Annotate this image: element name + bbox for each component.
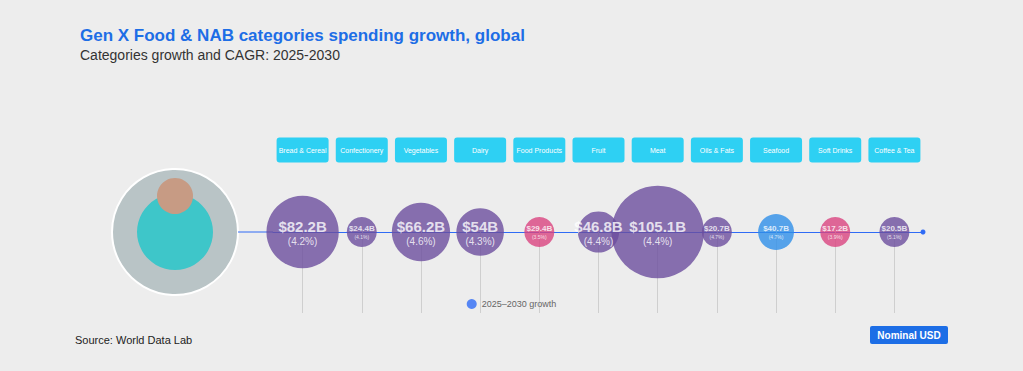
svg-text:(3.5%): (3.5%)	[532, 234, 547, 240]
svg-text:Nominal USD: Nominal USD	[877, 330, 940, 341]
svg-text:(4.4%): (4.4%)	[584, 236, 613, 247]
svg-text:Gen X Food & NAB categories sp: Gen X Food & NAB categories spending gro…	[80, 26, 525, 45]
svg-text:(4.2%): (4.2%)	[288, 236, 317, 247]
svg-text:Seafood: Seafood	[763, 147, 789, 154]
svg-text:$105.1B: $105.1B	[629, 218, 686, 235]
svg-text:$40.7B: $40.7B	[763, 224, 789, 233]
svg-text:$24.4B: $24.4B	[349, 224, 375, 233]
svg-text:Source: World Data Lab: Source: World Data Lab	[75, 334, 192, 346]
svg-text:$29.4B: $29.4B	[526, 224, 552, 233]
svg-text:Oils & Fats: Oils & Fats	[700, 147, 735, 154]
svg-text:(5.1%): (5.1%)	[887, 234, 902, 240]
svg-text:$54B: $54B	[462, 218, 498, 235]
svg-text:Bread & Cereal: Bread & Cereal	[279, 147, 327, 154]
svg-text:$20.7B: $20.7B	[704, 224, 730, 233]
svg-text:(4.6%): (4.6%)	[406, 236, 435, 247]
svg-text:(4.1%): (4.1%)	[354, 234, 369, 240]
svg-text:$82.2B: $82.2B	[278, 218, 327, 235]
svg-text:Categories growth and CAGR: 20: Categories growth and CAGR: 2025-2030	[80, 47, 340, 63]
svg-text:(4.7%): (4.7%)	[709, 234, 724, 240]
svg-text:Dairy: Dairy	[472, 147, 489, 155]
svg-text:(4.4%): (4.4%)	[643, 236, 672, 247]
svg-text:2025–2030 growth: 2025–2030 growth	[482, 299, 557, 309]
svg-text:(4.7%): (4.7%)	[769, 234, 784, 240]
svg-text:Fruit: Fruit	[592, 147, 606, 154]
svg-text:(3.9%): (3.9%)	[828, 234, 843, 240]
svg-text:Vegetables: Vegetables	[404, 147, 439, 155]
svg-text:$66.2B: $66.2B	[397, 218, 446, 235]
svg-text:Confectionery: Confectionery	[340, 147, 384, 155]
svg-text:Coffee & Tea: Coffee & Tea	[874, 147, 914, 154]
svg-text:Food Products: Food Products	[517, 147, 563, 154]
svg-text:(4.3%): (4.3%)	[465, 236, 494, 247]
svg-text:Meat: Meat	[650, 147, 666, 154]
svg-text:$20.5B: $20.5B	[882, 224, 908, 233]
svg-text:$46.8B: $46.8B	[574, 218, 623, 235]
svg-text:$17.2B: $17.2B	[822, 224, 848, 233]
svg-text:Soft Drinks: Soft Drinks	[818, 147, 853, 154]
